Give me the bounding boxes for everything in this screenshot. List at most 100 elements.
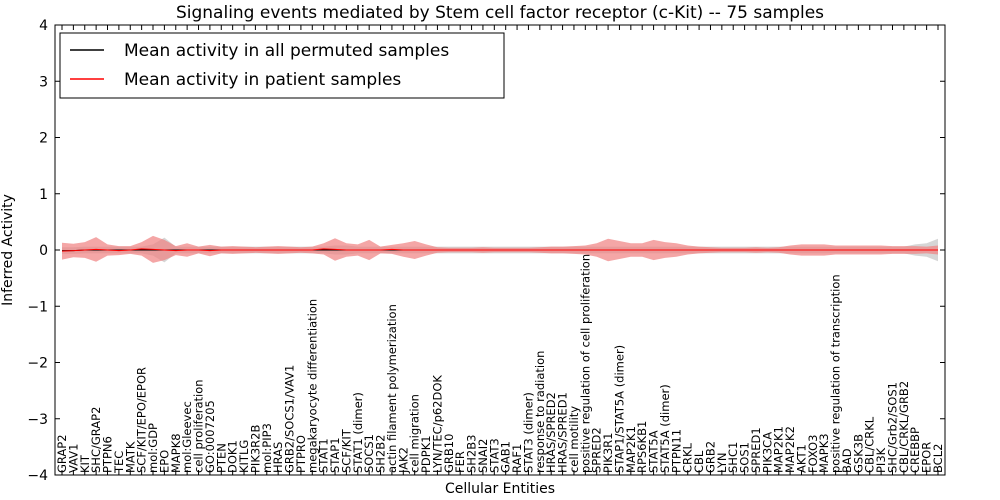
x-tick-label: mol:PIP3 bbox=[260, 423, 274, 473]
x-tick-label: RPS6KB1 bbox=[635, 421, 649, 473]
x-tick-label: PDPK1 bbox=[419, 435, 433, 473]
x-tick-label: PTPN6 bbox=[101, 436, 115, 473]
x-tick-label: SPRED2 bbox=[590, 427, 604, 473]
legend-label-patient: Mean activity in patient samples bbox=[124, 70, 401, 90]
legend-label-permuted: Mean activity in all permuted samples bbox=[124, 41, 449, 61]
x-tick-label: FER bbox=[453, 451, 467, 473]
y-tick-label: 1 bbox=[39, 187, 48, 203]
x-tick-label: HRAS/SPRED1 bbox=[556, 392, 570, 473]
chart-title: Signaling events mediated by Stem cell f… bbox=[176, 3, 824, 23]
x-tick-label: BCL2 bbox=[931, 444, 945, 473]
x-tick-label: FOXO3 bbox=[806, 435, 820, 473]
x-tick-label: SOCS1 bbox=[362, 434, 376, 473]
x-tick-label: PIK3R1 bbox=[601, 433, 615, 474]
x-tick-label: JAK2 bbox=[396, 447, 410, 474]
x-tick-label: GRB10 bbox=[442, 434, 456, 473]
x-tick-label: HRAS bbox=[271, 442, 285, 473]
x-tick-label: PTPRO bbox=[294, 435, 308, 473]
x-tick-label: response to radiation bbox=[533, 351, 547, 473]
x-tick-label: MAPK8 bbox=[169, 433, 183, 473]
x-tick-label: GRB2 bbox=[703, 441, 717, 473]
x-tick-label: EPOR bbox=[920, 442, 934, 473]
x-tick-label: PIK3CA bbox=[760, 432, 774, 473]
x-tick-label: CBL/CRKL bbox=[863, 416, 877, 473]
x-tick-label: mol:Gleevec bbox=[180, 401, 194, 473]
x-tick-label: SHC1 bbox=[726, 442, 740, 473]
x-tick-label: STAT1 (dimer) bbox=[351, 392, 365, 473]
x-tick-label: SCF/KIT bbox=[339, 428, 353, 473]
x-tick-label: GAB1 bbox=[499, 441, 513, 473]
bands-layer bbox=[62, 235, 938, 263]
x-tick-label: EPO bbox=[157, 450, 171, 473]
y-tick-label: −4 bbox=[27, 468, 48, 484]
x-tick-label: STAT1 bbox=[317, 438, 331, 473]
y-tick-label: −2 bbox=[27, 356, 48, 372]
x-tick-label: SNAI2 bbox=[476, 439, 490, 473]
x-tick-label: AKT1 bbox=[794, 444, 808, 473]
x-tick-label: PIK3R2B bbox=[248, 425, 262, 473]
x-tick-label: CBL bbox=[692, 450, 706, 473]
x-tick-label: HRAS/SPRED2 bbox=[544, 392, 558, 473]
x-tick-label: BAD bbox=[840, 448, 854, 473]
x-tick-label: SHC/GRAP2 bbox=[89, 407, 103, 473]
plot-area-frame bbox=[54, 24, 946, 476]
y-tick-label: −3 bbox=[27, 412, 48, 428]
x-tick-label: PI3K bbox=[874, 447, 888, 473]
x-tick-label: MAP2K1 bbox=[772, 426, 786, 473]
legend-box bbox=[59, 32, 505, 99]
x-tick-labels: GRAP2VAV1KITSHC/GRAP2PTPN6TECMATKSCF/KIT… bbox=[55, 254, 945, 474]
x-tick-label: KIT bbox=[78, 454, 92, 473]
x-tick-label: GRB2/SOCS1/VAV1 bbox=[283, 365, 297, 473]
x-tick-label: SPRED1 bbox=[749, 427, 763, 473]
x-tick-label: KITLG bbox=[237, 440, 251, 473]
x-tick-label: STAT3 bbox=[487, 438, 501, 473]
x-tick-label: mol:GDP bbox=[146, 423, 160, 473]
x-tick-label: MAP2K2 bbox=[783, 426, 797, 473]
x-tick-label: TEC bbox=[112, 451, 126, 474]
x-tick-label: LYN/TEC/p62DOK bbox=[430, 375, 444, 473]
y-tick-label: 3 bbox=[39, 74, 48, 90]
x-tick-label: positive regulation of cell proliferatio… bbox=[578, 254, 592, 473]
x-tick-label: SCF/KIT/EPO/EPOR bbox=[135, 367, 149, 473]
x-tick-label: GRAP2 bbox=[55, 434, 69, 473]
y-axis-label: Inferred Activity bbox=[0, 194, 16, 306]
x-tick-label: CBL/CRKL/GRB2 bbox=[897, 381, 911, 473]
x-tick-label: SH2B3 bbox=[465, 435, 479, 473]
x-tick-label: DOK1 bbox=[226, 440, 240, 473]
x-tick-label: STAT3 (dimer) bbox=[521, 392, 535, 473]
x-tick-label: CREBBP bbox=[908, 427, 922, 473]
x-tick-label: cell migration bbox=[408, 394, 422, 473]
y-tick-label: 0 bbox=[39, 243, 48, 259]
x-tick-label: megakaryocyte differentiation bbox=[305, 299, 319, 473]
x-tick-label: STAT5A (dimer) bbox=[658, 384, 672, 473]
x-tick-label: MAP2K1 bbox=[624, 426, 638, 473]
x-tick-label: STAT5A bbox=[647, 430, 661, 473]
legend: Mean activity in all permuted samples Me… bbox=[59, 32, 505, 99]
x-tick-label: MAPK3 bbox=[817, 433, 831, 473]
x-tick-label: GSK3B bbox=[851, 434, 865, 473]
x-tick-label: positive regulation of transcription bbox=[829, 274, 843, 473]
x-tick-label: SHC/Grb2/SOS1 bbox=[885, 382, 899, 473]
x-tick-label: MATK bbox=[123, 441, 137, 473]
x-tick-label: cell proliferation bbox=[192, 379, 206, 473]
x-tick-label: VAV1 bbox=[66, 444, 80, 473]
ticks-layer: −4 −3 −2 −1 0 1 2 3 4 bbox=[27, 18, 945, 484]
x-tick-label: GO:0007205 bbox=[203, 400, 217, 473]
x-tick-label: SH2B2 bbox=[374, 435, 388, 473]
patient-band bbox=[62, 235, 938, 263]
x-tick-label: cell motility bbox=[567, 406, 581, 473]
x-tick-label: PTPN11 bbox=[669, 429, 683, 473]
x-tick-label: PTEN bbox=[214, 443, 228, 473]
x-tick-label: SOS1 bbox=[738, 442, 752, 473]
x-tick-label: LYN bbox=[715, 452, 729, 473]
x-tick-label: actin filament polymerization bbox=[385, 304, 399, 473]
x-tick-label: STAP1/STAT5A (dimer) bbox=[612, 345, 626, 473]
patient-mean-line bbox=[61, 248, 938, 252]
x-tick-label: CRKL bbox=[681, 442, 695, 473]
x-tick-label: RAF1 bbox=[510, 444, 524, 473]
x-tick-label: STAP1 bbox=[328, 437, 342, 473]
y-tick-label: −1 bbox=[27, 299, 48, 315]
y-tick-label: 4 bbox=[39, 18, 48, 34]
y-tick-label: 2 bbox=[39, 131, 48, 147]
